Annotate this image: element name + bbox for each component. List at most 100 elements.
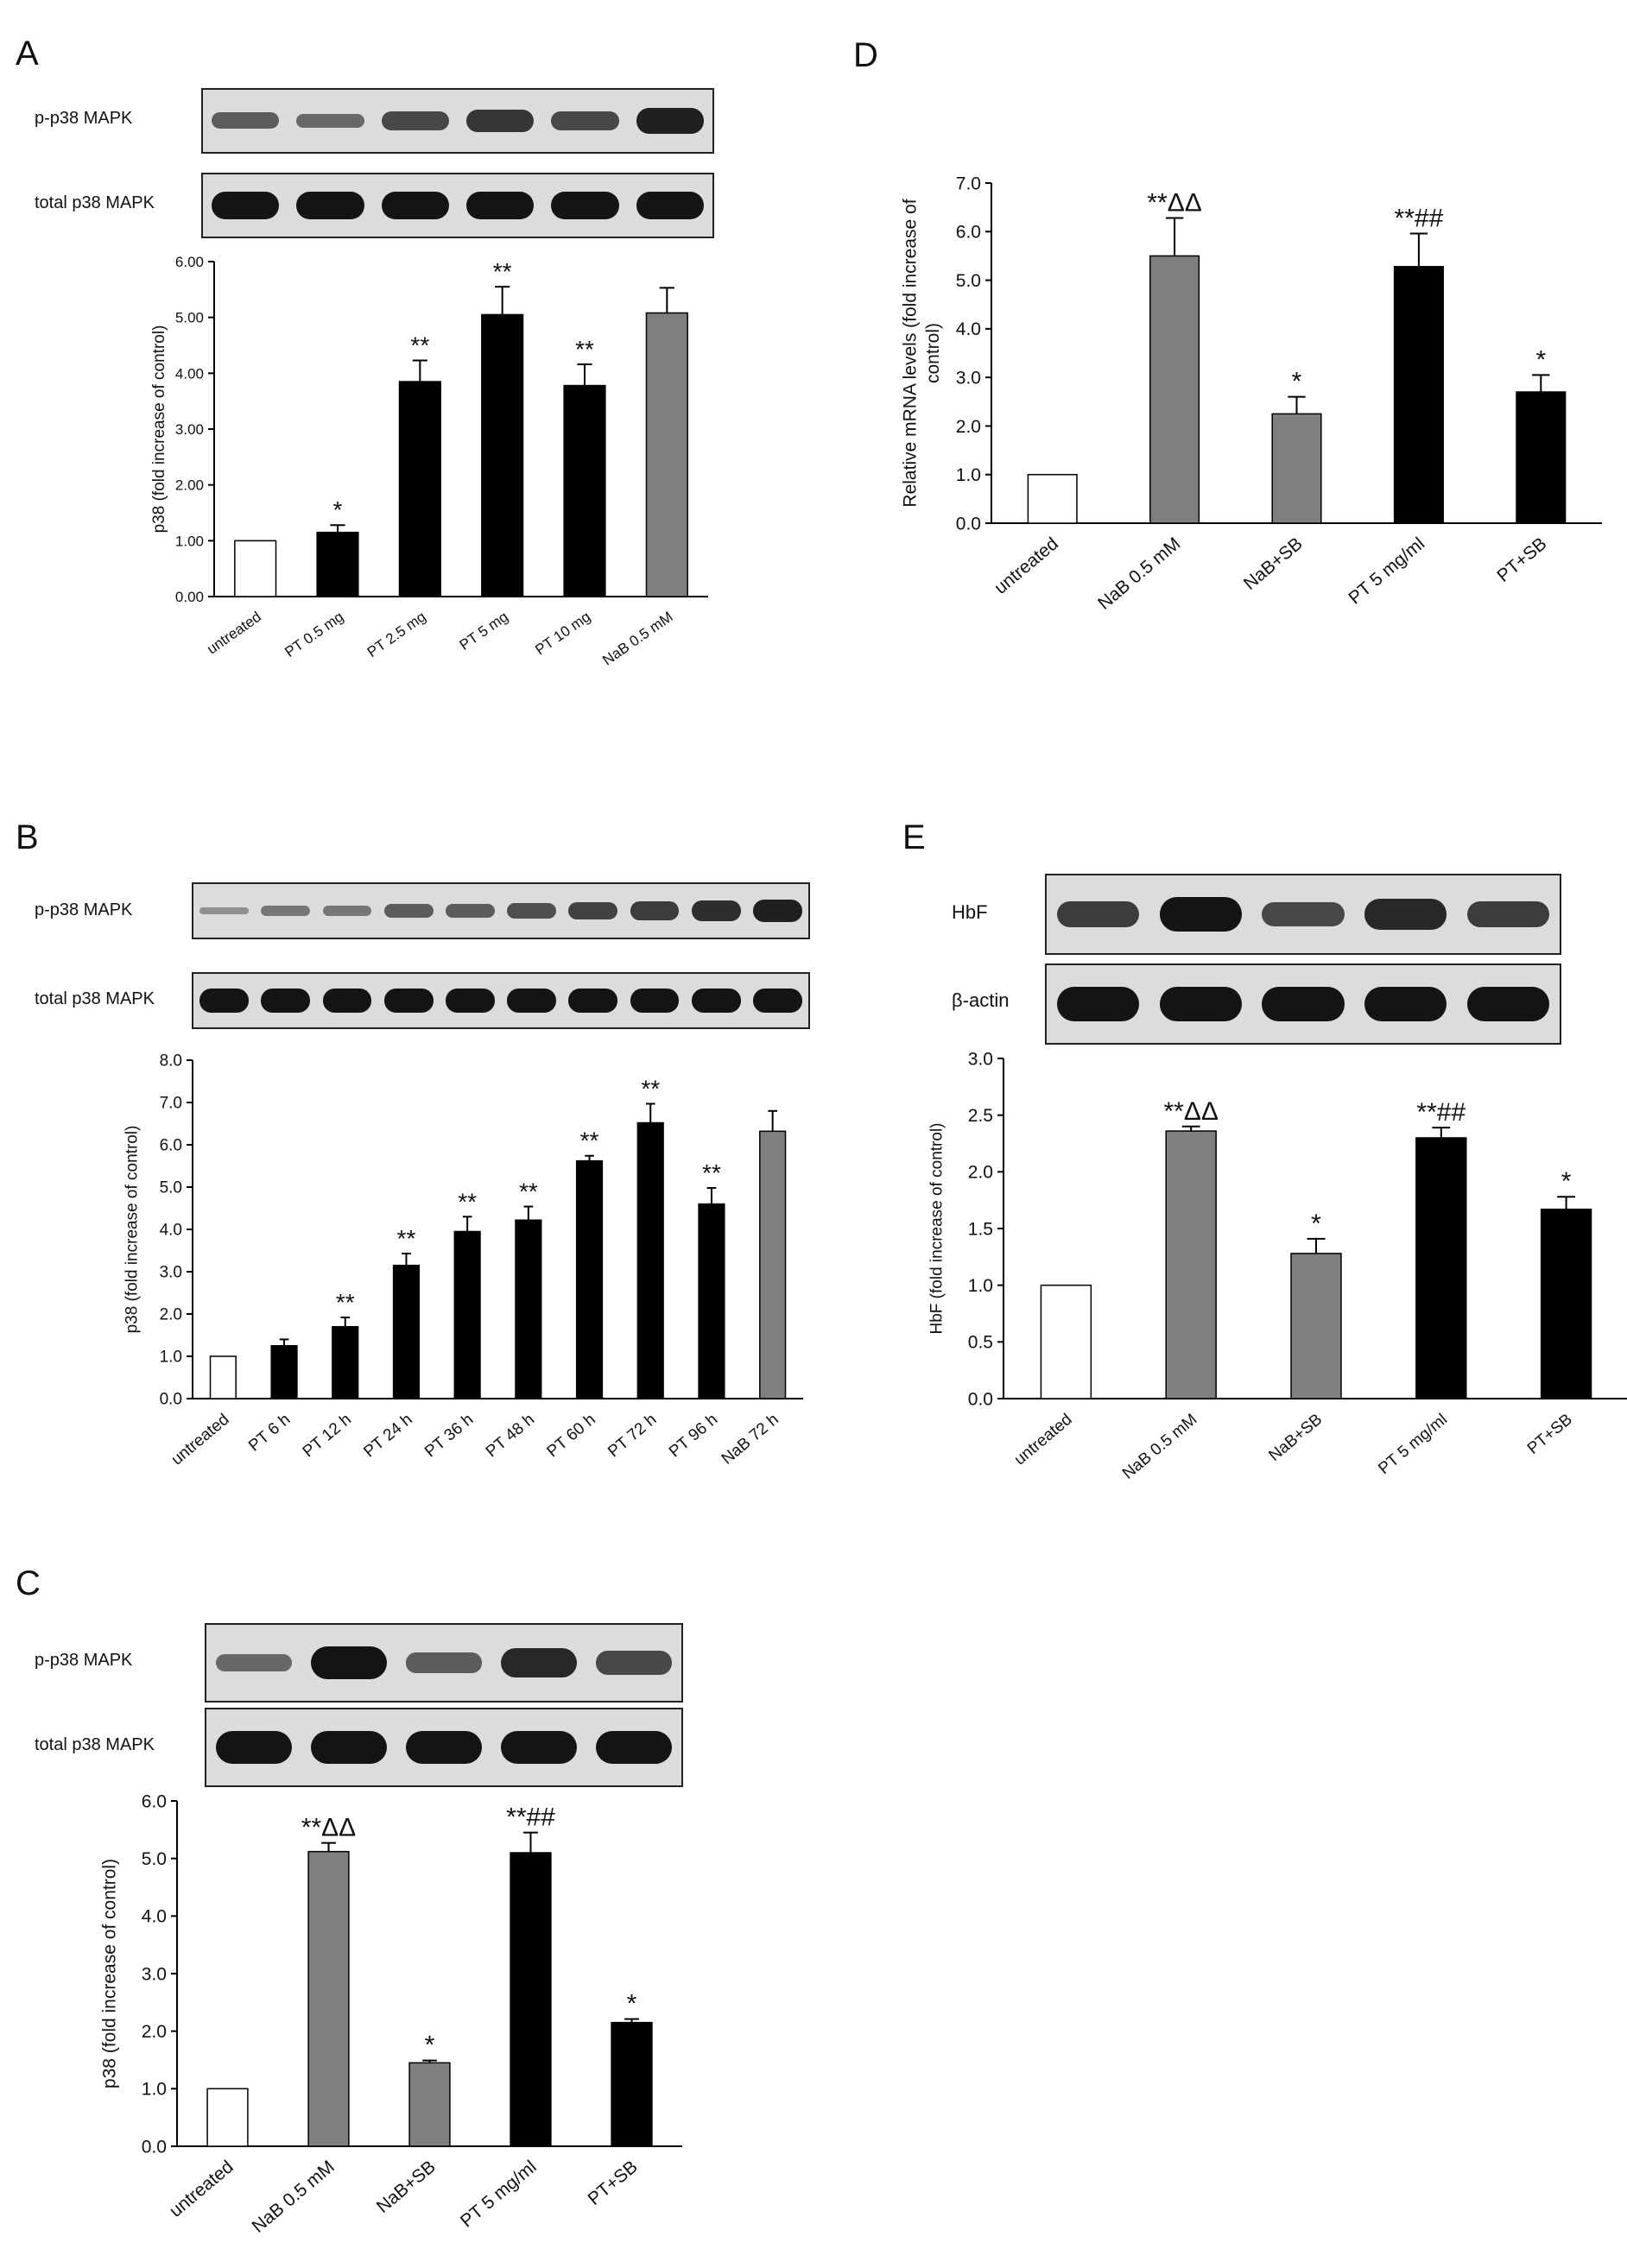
panel-letter: E xyxy=(902,818,926,856)
blot-band xyxy=(551,192,619,219)
western-blot-phospho xyxy=(192,882,810,939)
blot-band xyxy=(1467,900,1550,928)
blot-band xyxy=(568,901,618,920)
y-tick-label: 1.0 xyxy=(956,465,981,485)
significance-label: ** xyxy=(702,1159,721,1186)
bar xyxy=(209,1355,237,1399)
bar xyxy=(1540,1208,1592,1399)
y-axis-label: p38 (fold increase of control) xyxy=(123,1126,141,1334)
blot-band xyxy=(199,907,250,915)
western-blot-hbf xyxy=(1045,874,1561,955)
blot-label: p-p38 MAPK xyxy=(35,900,133,919)
bar xyxy=(636,1121,664,1399)
panel-letter: A xyxy=(16,35,39,73)
blot-band xyxy=(636,192,705,219)
x-tick-label: PT 5 mg/ml xyxy=(1375,1411,1451,1478)
bar xyxy=(408,2062,451,2147)
western-blot-total xyxy=(192,972,810,1029)
y-tick-label: 1.0 xyxy=(160,1349,182,1367)
western-blot-total xyxy=(205,1708,683,1787)
bar xyxy=(453,1230,481,1399)
blot-band xyxy=(465,110,535,132)
significance-label: **ΔΔ xyxy=(301,1814,356,1842)
blot-band xyxy=(383,989,434,1013)
blot-band xyxy=(1262,987,1345,1021)
y-tick-label: 5.0 xyxy=(160,1179,182,1197)
bar xyxy=(611,2021,653,2147)
y-tick-label: 1.0 xyxy=(142,2080,167,2100)
significance-label: **## xyxy=(506,1804,555,1832)
y-tick-label: 0.00 xyxy=(175,589,204,605)
blot-band xyxy=(691,989,741,1013)
bar xyxy=(481,313,524,597)
significance-label: * xyxy=(425,2031,435,2060)
y-tick-label: 4.00 xyxy=(175,365,204,382)
blot-band xyxy=(381,192,450,219)
blot-band xyxy=(630,901,680,920)
blot-band xyxy=(568,989,618,1013)
significance-label: * xyxy=(1535,345,1546,374)
x-tick-label: untreated xyxy=(1011,1411,1076,1469)
blot-band xyxy=(216,1730,292,1765)
blot-band xyxy=(383,903,434,919)
significance-label: ** xyxy=(575,336,594,363)
significance-label: * xyxy=(1292,368,1302,396)
y-tick-label: 7.0 xyxy=(956,174,981,193)
blot-band xyxy=(261,989,311,1013)
western-blot-phospho xyxy=(205,1623,683,1703)
y-tick-label: 5.0 xyxy=(142,1849,167,1869)
blot-band xyxy=(1056,987,1139,1021)
significance-label: ** xyxy=(519,1178,538,1205)
y-tick-label: 0.5 xyxy=(968,1333,993,1353)
significance-label: ** xyxy=(410,332,429,358)
blot-band xyxy=(1056,900,1139,928)
bar xyxy=(1516,391,1567,524)
blot-label: total p38 MAPK xyxy=(35,193,155,212)
y-tick-label: 6.0 xyxy=(160,1137,182,1155)
y-tick-label: 2.0 xyxy=(142,2022,167,2042)
y-tick-label: 0.0 xyxy=(968,1389,993,1409)
blot-band xyxy=(211,192,280,219)
significance-label: * xyxy=(1311,1210,1321,1238)
y-tick-label: 1.5 xyxy=(968,1219,993,1239)
bar xyxy=(307,1850,350,2147)
y-tick-label: 3.0 xyxy=(142,1964,167,1984)
y-tick-label: 1.0 xyxy=(968,1276,993,1296)
bar xyxy=(698,1203,725,1399)
bar xyxy=(1271,413,1322,524)
western-blot-phospho xyxy=(201,88,714,154)
blot-band xyxy=(199,989,250,1013)
blot-band xyxy=(1262,901,1345,927)
blot-label: p-p38 MAPK xyxy=(35,109,133,128)
blot-band xyxy=(636,108,705,134)
blot-band xyxy=(501,1647,577,1678)
significance-label: ** xyxy=(493,258,512,285)
blot-label: total p38 MAPK xyxy=(35,989,155,1008)
blot-band xyxy=(630,989,680,1013)
bar xyxy=(1027,473,1078,524)
blot-label: total p38 MAPK xyxy=(35,1735,155,1754)
bar xyxy=(1393,266,1444,524)
significance-label: ** xyxy=(641,1075,660,1102)
blot-label: β-actin xyxy=(952,989,1010,1011)
y-tick-label: 0.0 xyxy=(160,1391,182,1409)
blot-band xyxy=(322,989,372,1013)
panel-letter: B xyxy=(16,818,39,856)
blot-band xyxy=(311,1646,387,1680)
blot-band xyxy=(507,902,557,919)
y-tick-label: 3.00 xyxy=(175,421,204,438)
y-axis-label: p38 (fold increase of control) xyxy=(100,1859,120,2088)
blot-label: p-p38 MAPK xyxy=(35,1651,133,1670)
y-axis-label: Relative mRNA levels (fold increase of co… xyxy=(901,199,943,507)
y-tick-label: 4.0 xyxy=(956,319,981,339)
bar xyxy=(645,312,688,597)
blot-band xyxy=(445,903,495,919)
y-tick-label: 8.0 xyxy=(160,1052,182,1071)
y-tick-label: 3.0 xyxy=(160,1264,182,1282)
y-tick-label: 4.0 xyxy=(160,1222,182,1240)
y-tick-label: 0.0 xyxy=(142,2137,167,2157)
